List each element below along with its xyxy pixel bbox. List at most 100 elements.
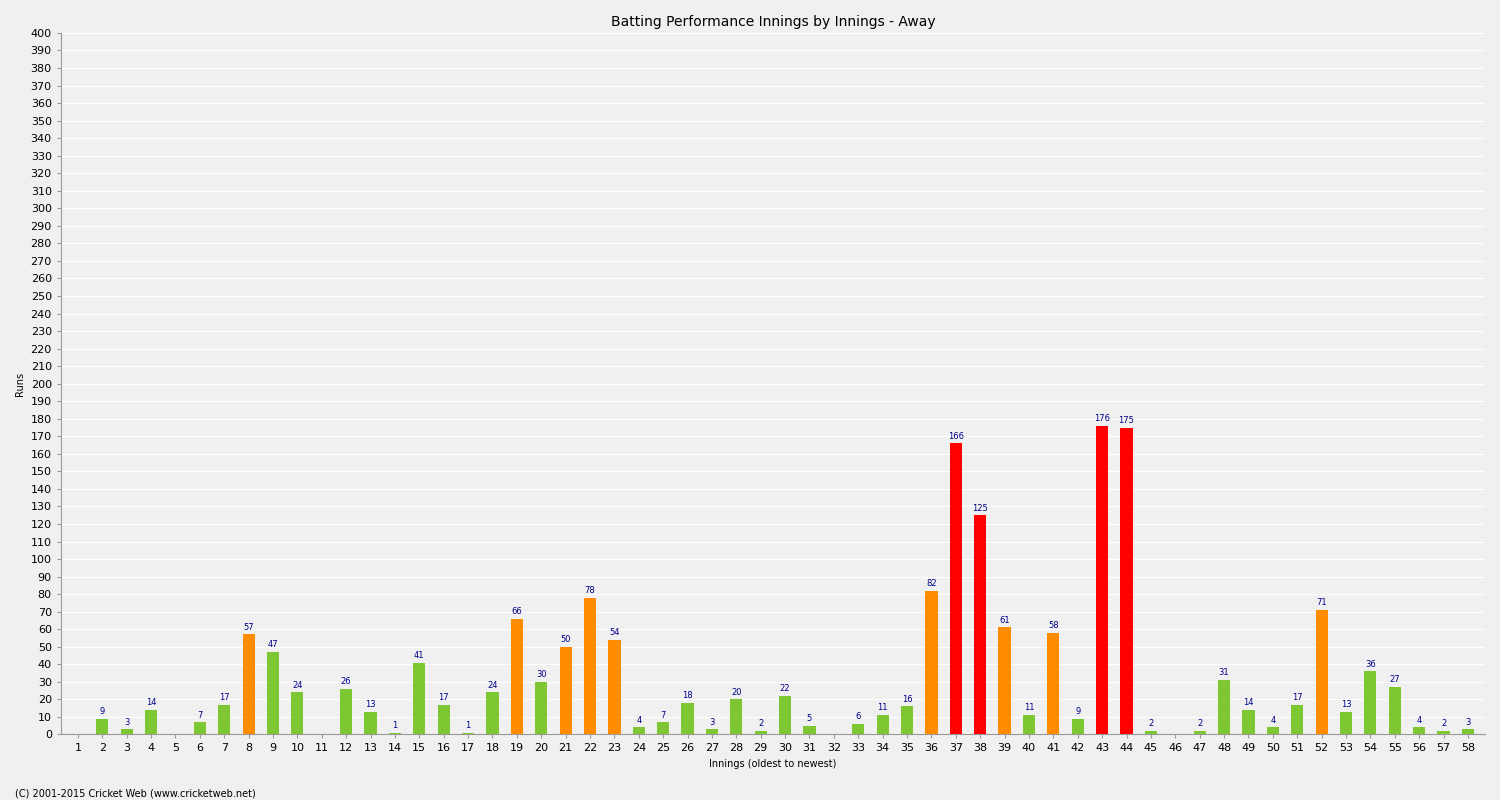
Text: 4: 4 (1270, 716, 1275, 725)
Bar (243, 634, 255, 734)
Bar (267, 652, 279, 734)
Text: 4: 4 (636, 716, 642, 725)
Bar (950, 443, 962, 734)
Bar (706, 729, 718, 734)
Text: 66: 66 (512, 607, 522, 616)
Text: 7: 7 (196, 710, 202, 719)
Text: 4: 4 (1416, 716, 1422, 725)
Text: 57: 57 (243, 623, 254, 632)
Text: 13: 13 (1341, 700, 1352, 709)
Bar (1047, 633, 1059, 734)
Text: 166: 166 (948, 432, 964, 441)
Text: 3: 3 (710, 718, 714, 726)
Bar (584, 598, 596, 734)
Text: 58: 58 (1048, 621, 1059, 630)
Text: 9: 9 (99, 707, 105, 716)
Text: 9: 9 (1076, 707, 1080, 716)
Text: 2: 2 (1442, 719, 1446, 728)
Bar (120, 729, 134, 734)
Bar (1194, 731, 1206, 734)
Text: 61: 61 (999, 616, 1010, 625)
Bar (1144, 731, 1156, 734)
Text: 22: 22 (780, 684, 790, 694)
Bar (1096, 426, 1108, 734)
Bar (1462, 729, 1474, 734)
Bar (364, 712, 376, 734)
Text: 13: 13 (364, 700, 376, 709)
Title: Batting Performance Innings by Innings - Away: Batting Performance Innings by Innings -… (610, 15, 934, 29)
Bar (974, 515, 987, 734)
Text: 176: 176 (1094, 414, 1110, 423)
Text: 41: 41 (414, 651, 424, 660)
Text: 5: 5 (807, 714, 812, 723)
Bar (1218, 680, 1230, 734)
Text: 54: 54 (609, 628, 619, 637)
Bar (633, 727, 645, 734)
Text: 31: 31 (1220, 669, 1230, 678)
Text: (C) 2001-2015 Cricket Web (www.cricketweb.net): (C) 2001-2015 Cricket Web (www.cricketwe… (15, 788, 255, 798)
Bar (999, 627, 1011, 734)
Text: 36: 36 (1365, 660, 1376, 669)
Text: 82: 82 (926, 579, 936, 588)
Bar (1413, 727, 1425, 734)
Bar (388, 733, 400, 734)
Bar (1266, 727, 1280, 734)
Bar (1023, 715, 1035, 734)
Text: 1: 1 (465, 721, 471, 730)
Bar (804, 726, 816, 734)
Bar (1071, 718, 1084, 734)
Bar (194, 722, 206, 734)
Text: 47: 47 (267, 640, 279, 650)
X-axis label: Innings (oldest to newest): Innings (oldest to newest) (710, 759, 837, 769)
Bar (1389, 687, 1401, 734)
Bar (876, 715, 890, 734)
Text: 6: 6 (855, 712, 861, 722)
Bar (657, 722, 669, 734)
Text: 78: 78 (585, 586, 596, 595)
Text: 2: 2 (1197, 719, 1203, 728)
Bar (340, 689, 352, 734)
Bar (1120, 427, 1132, 734)
Bar (926, 590, 938, 734)
Bar (609, 640, 621, 734)
Bar (560, 646, 572, 734)
Bar (852, 724, 864, 734)
Bar (778, 696, 790, 734)
Bar (486, 692, 498, 734)
Text: 7: 7 (660, 710, 666, 719)
Text: 24: 24 (488, 681, 498, 690)
Bar (902, 706, 914, 734)
Bar (536, 682, 548, 734)
Text: 11: 11 (878, 703, 888, 713)
Text: 14: 14 (1244, 698, 1254, 707)
Text: 14: 14 (146, 698, 156, 707)
Bar (413, 662, 426, 734)
Text: 26: 26 (340, 677, 351, 686)
Text: 11: 11 (1023, 703, 1034, 713)
Text: 20: 20 (730, 688, 741, 697)
Bar (1340, 712, 1352, 734)
Bar (438, 705, 450, 734)
Text: 18: 18 (682, 691, 693, 700)
Bar (96, 718, 108, 734)
Text: 2: 2 (1149, 719, 1154, 728)
Text: 24: 24 (292, 681, 303, 690)
Text: 3: 3 (124, 718, 129, 726)
Bar (730, 699, 742, 734)
Text: 125: 125 (972, 503, 988, 513)
Text: 71: 71 (1317, 598, 1328, 607)
Text: 50: 50 (561, 635, 572, 644)
Text: 27: 27 (1389, 675, 1400, 685)
Text: 16: 16 (902, 694, 912, 704)
Bar (291, 692, 303, 734)
Bar (217, 705, 231, 734)
Bar (1437, 731, 1449, 734)
Text: 17: 17 (1292, 693, 1302, 702)
Text: 30: 30 (536, 670, 546, 679)
Bar (462, 733, 474, 734)
Bar (1242, 710, 1254, 734)
Bar (754, 731, 766, 734)
Bar (146, 710, 158, 734)
Text: 17: 17 (219, 693, 230, 702)
Text: 175: 175 (1119, 416, 1134, 425)
